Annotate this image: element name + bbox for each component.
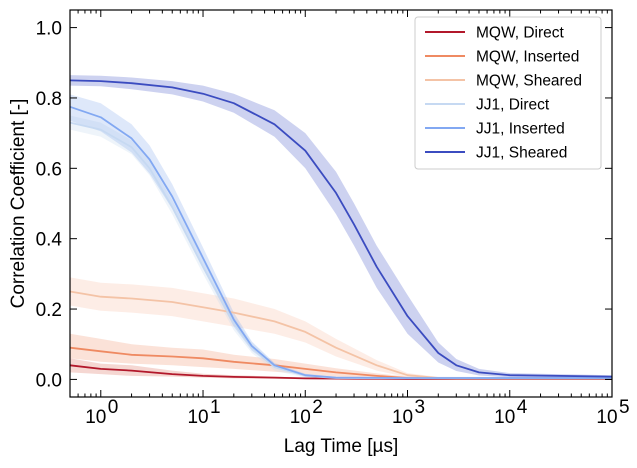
plot-frame xyxy=(69,9,613,398)
line-series-5 xyxy=(69,79,613,378)
x-tick-exponent: 5 xyxy=(619,397,630,418)
x-tick-exponent: 4 xyxy=(517,397,528,418)
x-tick-label: 10 xyxy=(392,407,413,428)
y-tick-label: 0.2 xyxy=(36,300,62,321)
y-axis-label: Correlation Coefficient [-] xyxy=(8,99,29,309)
y-tick-label: 0.6 xyxy=(36,159,62,180)
legend: MQW, Direct MQW, Inserted MQW, Sheared JJ1,… xyxy=(414,16,602,170)
x-tick-exponent: 0 xyxy=(108,397,119,418)
legend-label: JJ1, Sheared xyxy=(476,145,567,162)
band-series-3 xyxy=(70,115,612,380)
legend-label: JJ1, Inserted xyxy=(476,121,565,138)
legend-label: MQW, Direct xyxy=(476,25,565,42)
x-tick-label: 10 xyxy=(187,407,208,428)
y-tick-label: 0.0 xyxy=(36,370,62,391)
legend-label: MQW, Sheared xyxy=(476,73,582,90)
series-lines xyxy=(69,79,613,380)
y-tick-label: 0.4 xyxy=(36,230,63,251)
y-tick-label: 1.0 xyxy=(36,19,62,40)
x-tick-exponent: 2 xyxy=(312,397,323,418)
y-axis-ticks: 0.0 0.2 0.4 0.6 0.8 1.0 xyxy=(36,19,612,391)
x-tick-label: 10 xyxy=(494,407,515,428)
band-series-4 xyxy=(70,94,612,380)
x-axis-label: Lag Time [µs] xyxy=(284,436,398,457)
band-series-0 xyxy=(70,358,612,380)
x-tick-label: 10 xyxy=(290,407,311,428)
x-tick-label: 10 xyxy=(596,407,617,428)
x-axis-ticks: 10 0 10 1 10 2 10 3 10 4 10 5 xyxy=(69,10,630,428)
x-tick-exponent: 1 xyxy=(210,397,221,418)
x-tick-exponent: 3 xyxy=(415,397,426,418)
line-series-4 xyxy=(69,105,612,379)
x-tick-label: 10 xyxy=(85,407,106,428)
y-tick-label: 0.8 xyxy=(36,89,62,110)
legend-label: JJ1, Direct xyxy=(476,97,550,114)
legend-label: MQW, Inserted xyxy=(476,49,579,66)
band-series-2 xyxy=(70,277,612,380)
